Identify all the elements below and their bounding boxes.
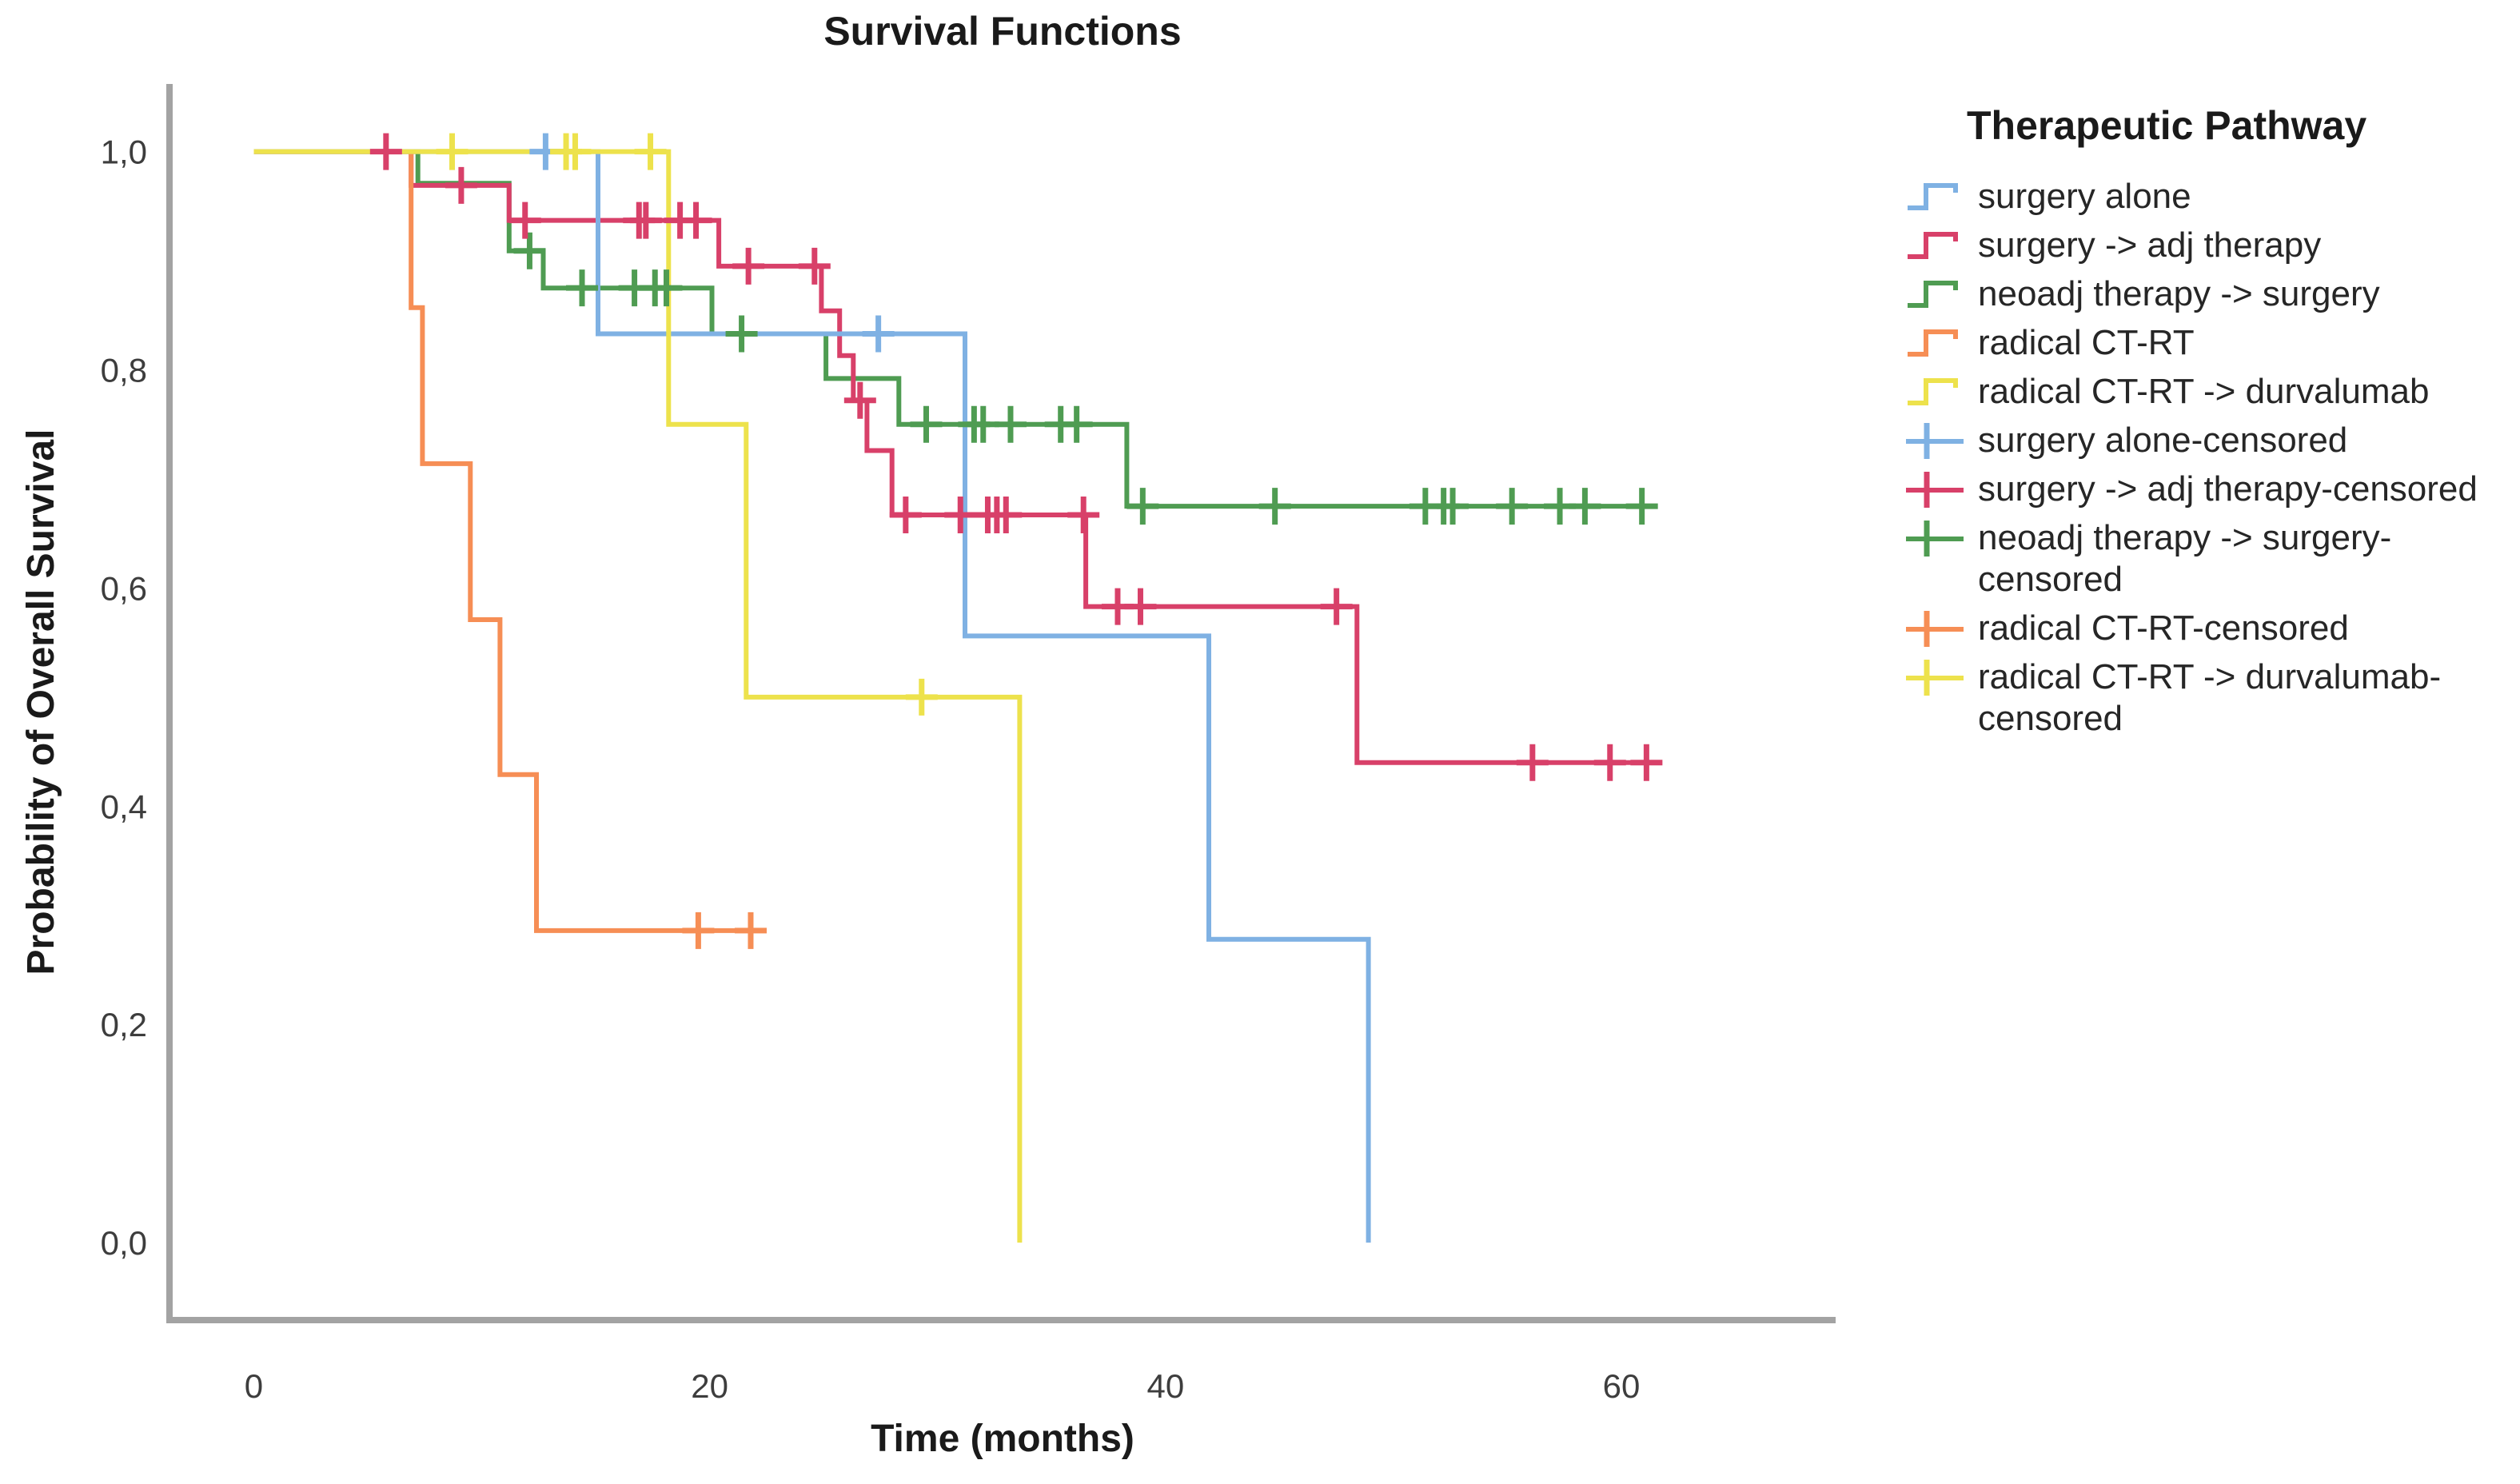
legend-label: surgery -> adj therapy-censored <box>1978 469 2478 509</box>
censor-cross-icon <box>1904 421 1967 460</box>
legend-label: radical CT-RT -> durvalumab-censored <box>1978 657 2442 738</box>
legend-item-neoadj-therapy-surgery: neoadj therapy -> surgery <box>1904 273 2520 315</box>
legend-label: surgery alone <box>1978 177 2191 216</box>
legend-item-surgery-alone: surgery alone <box>1904 176 2520 217</box>
legend-item-neoadj-therapy-surgery-censored: neoadj therapy -> surgery-censored <box>1904 517 2520 600</box>
km-curve-surgery-adj-therapy <box>253 149 1661 765</box>
censor-cross-icon <box>1904 470 1967 509</box>
legend-label: radical CT-RT-censored <box>1978 608 2349 648</box>
y-tick-label: 1,0 <box>101 134 147 171</box>
legend-item-radical-ct-rt-durvalumab: radical CT-RT -> durvalumab <box>1904 371 2520 413</box>
x-tick-label: 60 <box>1603 1367 1641 1405</box>
chart-title: Survival Functions <box>823 9 1182 54</box>
legend-item-radical-ct-rt-censored: radical CT-RT-censored <box>1904 608 2520 649</box>
y-tick-label: 0,6 <box>101 569 147 607</box>
x-tick-label: 40 <box>1146 1367 1184 1405</box>
legend-label: neoadj therapy -> surgery <box>1978 274 2380 313</box>
km-curve-neoadj-therapy-surgery <box>253 149 1649 509</box>
step-line-icon <box>1904 275 1967 313</box>
y-tick-label: 0,8 <box>101 352 147 389</box>
y-tick-label: 0,2 <box>101 1006 147 1043</box>
legend: Therapeutic Pathway surgery alone surgery… <box>1904 102 2520 747</box>
legend-item-radical-ct-rt-durvalumab-censored: radical CT-RT -> durvalumab-censored <box>1904 656 2520 740</box>
legend-label: radical CT-RT -> durvalumab <box>1978 372 2430 411</box>
km-curve-radical-ct-rt-durvalumab <box>253 149 1023 1243</box>
censor-cross-icon <box>1904 658 1967 696</box>
legend-items: surgery alone surgery -> adj therapy neoad… <box>1904 176 2520 740</box>
legend-label: neoadj therapy -> surgery-censored <box>1978 518 2392 599</box>
censor-cross-icon <box>1904 519 1967 557</box>
legend-label: radical CT-RT <box>1978 323 2195 362</box>
legend-label: surgery -> adj therapy <box>1978 225 2322 265</box>
legend-item-surgery-adj-therapy-censored: surgery -> adj therapy-censored <box>1904 469 2520 510</box>
legend-label: surgery alone-censored <box>1978 421 2348 460</box>
step-line-icon <box>1904 373 1967 411</box>
x-tick-label: 0 <box>245 1367 263 1405</box>
step-line-icon <box>1904 324 1967 362</box>
km-curve-radical-ct-rt <box>253 149 753 933</box>
step-line-icon <box>1904 226 1967 265</box>
x-tick-label: 20 <box>691 1367 728 1405</box>
x-axis-title: Time (months) <box>871 1418 1134 1460</box>
censor-cross-icon <box>1904 609 1967 648</box>
legend-item-surgery-adj-therapy: surgery -> adj therapy <box>1904 225 2520 266</box>
km-curve-surgery-alone <box>253 149 1371 1243</box>
legend-item-surgery-alone-censored: surgery alone-censored <box>1904 420 2520 461</box>
y-tick-label: 0,0 <box>101 1224 147 1262</box>
y-axis-title: Probability of Overall Survival <box>20 429 62 975</box>
legend-item-radical-ct-rt: radical CT-RT <box>1904 322 2520 364</box>
legend-title: Therapeutic Pathway <box>1967 103 2367 148</box>
step-line-icon <box>1904 178 1967 216</box>
y-tick-label: 0,4 <box>101 788 147 825</box>
